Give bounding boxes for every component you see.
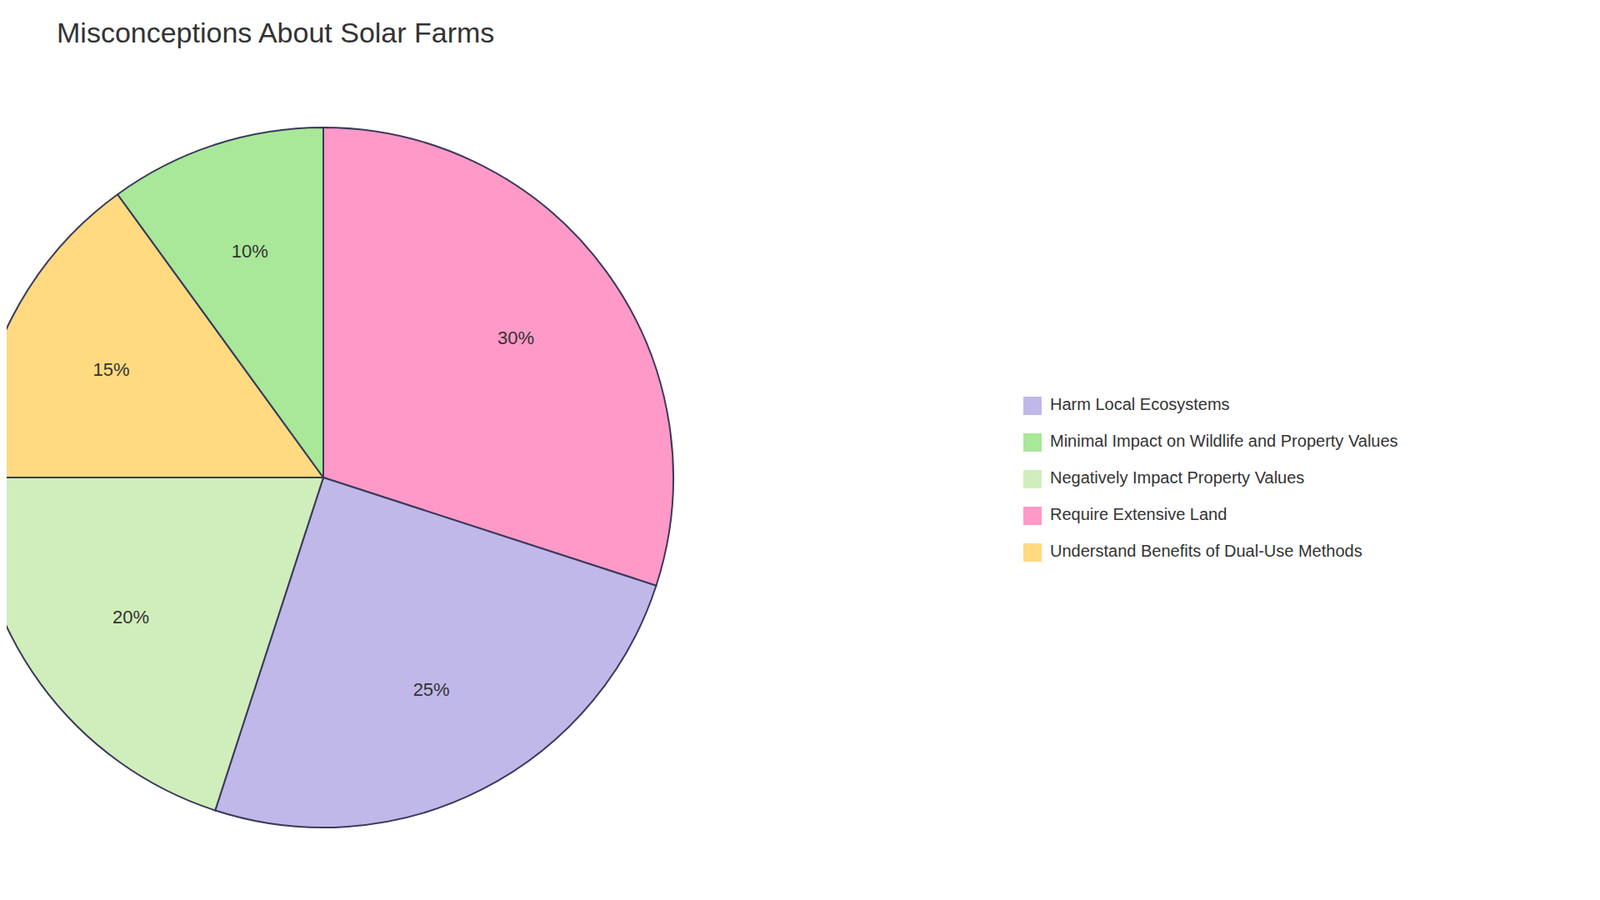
svg-text:10%: 10%	[231, 240, 269, 262]
html-text:Harm Local Ecosystems: Harm Local Ecosystems	[1050, 395, 1230, 414]
svg-text:25%: 25%	[413, 679, 450, 700]
html-text:Understand Benefits of Dual-Us: Understand Benefits of Dual-Use Methods	[1050, 541, 1363, 560]
svg-text:15%: 15%	[93, 359, 130, 380]
html-text:Negatively Impact Property Val: Negatively Impact Property Values	[1050, 468, 1305, 487]
svg-text:20%: 20%	[112, 606, 150, 628]
html-text:Misconceptions About Solar Far: Misconceptions About Solar Farms	[56, 16, 495, 49]
html-text:Minimal Impact on Wildlife and: Minimal Impact on Wildlife and Property …	[1050, 431, 1398, 450]
html-text:Require Extensive Land: Require Extensive Land	[1050, 505, 1227, 524]
svg-text:30%: 30%	[497, 327, 535, 349]
